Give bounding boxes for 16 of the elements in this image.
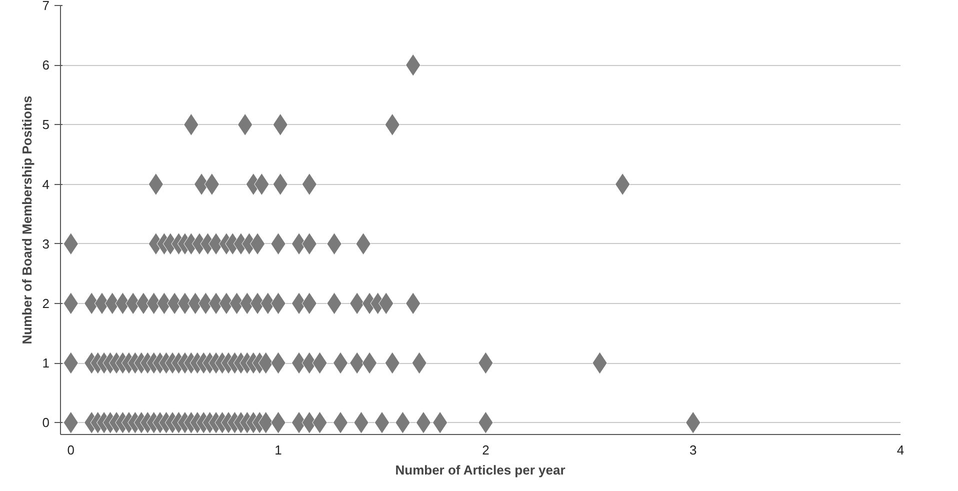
y-tick-label: 6	[42, 58, 50, 73]
y-tick-label: 2	[42, 296, 50, 311]
y-tick-label: 1	[42, 356, 50, 370]
x-tick-label: 1	[274, 442, 282, 458]
y-axis-title: Number of Board Membership Positions	[19, 96, 34, 344]
y-tick-label: 5	[42, 117, 50, 132]
x-tick-label: 4	[896, 442, 904, 458]
x-tick-label: 0	[67, 442, 74, 458]
x-tick-label: 2	[482, 442, 490, 458]
x-tick-label: 3	[689, 442, 697, 458]
y-tick-label: 0	[42, 415, 50, 430]
point	[614, 173, 630, 196]
y-tick-label: 3	[42, 236, 50, 252]
y-tick-label: 4	[42, 176, 50, 192]
x-axis-title: Number of Articles per year	[395, 462, 566, 478]
y-tick-label: 7	[42, 0, 50, 13]
